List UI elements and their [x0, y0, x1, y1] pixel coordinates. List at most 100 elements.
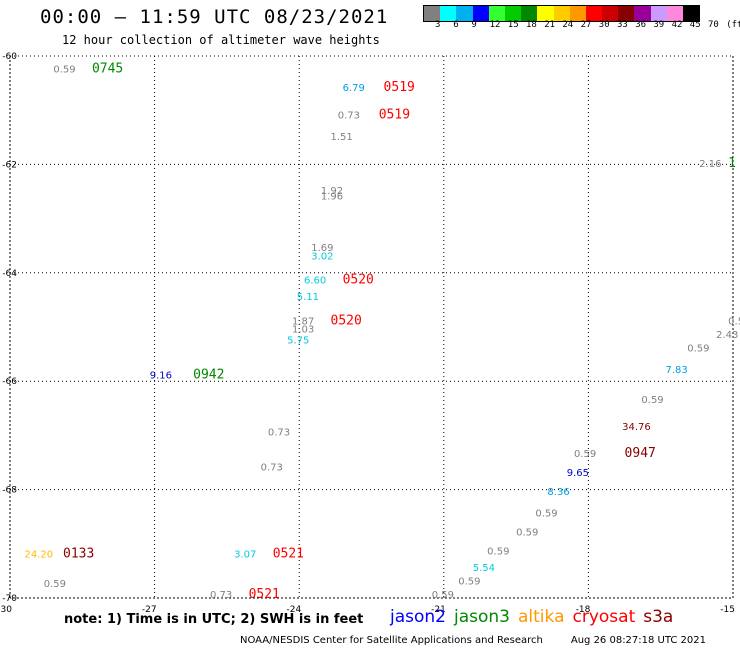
wave-height-label: 7.83	[666, 365, 688, 376]
legend-label: 27	[580, 20, 592, 30]
page-title: 00:00 – 11:59 UTC 08/23/2021	[40, 6, 389, 28]
credit-line: NOAA/NESDIS Center for Satellite Applica…	[240, 635, 706, 646]
pass-time-label: 1	[728, 156, 736, 171]
wave-height-label: 0.59	[641, 395, 663, 406]
wave-height-label: 24.20	[24, 549, 53, 560]
legend-label: 9	[471, 20, 477, 30]
wave-height-label: 0.59	[487, 547, 509, 558]
legend-swatch	[472, 6, 489, 21]
legend-label: 6	[453, 20, 459, 30]
satellite-label: jason3	[454, 607, 510, 627]
legend-label: 36	[635, 20, 647, 30]
lon-tick-label: -30	[0, 605, 12, 615]
legend-swatch	[650, 6, 667, 21]
wave-height-label: 34.76	[622, 422, 651, 433]
satellite-label: jason2	[390, 607, 446, 627]
wave-height-label: 1.87	[292, 316, 314, 327]
lat-tick-label: -66	[2, 377, 17, 387]
wave-height-label: 5.75	[287, 335, 309, 346]
legend-label: 33	[617, 20, 628, 30]
lat-tick-label: -70	[2, 594, 17, 604]
lon-tick-label: -24	[286, 605, 301, 615]
legend-swatch	[521, 6, 538, 21]
legend-swatch	[440, 6, 457, 21]
legend-label: 3	[435, 20, 441, 30]
wave-height-label: 0.73	[338, 110, 360, 121]
legend-swatch	[569, 6, 586, 21]
legend-swatch	[585, 6, 603, 21]
wave-height-label: 1.03	[292, 324, 314, 335]
generated-timestamp: Aug 26 08:27:18 UTC 2021	[570, 635, 707, 646]
pass-time-label: 0519	[384, 80, 415, 95]
wave-height-label: 0.59	[516, 528, 538, 539]
wave-height-label: 0.59	[432, 590, 454, 601]
wave-height-label: 0.59	[687, 343, 709, 354]
legend-label: 70	[708, 20, 719, 30]
wave-height-label: 1.51	[331, 132, 353, 143]
wave-height-label: 5.54	[473, 563, 495, 574]
pass-time-label: 0745	[92, 61, 123, 76]
page-subtitle: 12 hour collection of altimeter wave hei…	[62, 33, 380, 47]
legend-swatch	[553, 6, 570, 21]
wave-height-label: 0.73	[261, 463, 283, 474]
pass-time-label: 0942	[193, 367, 224, 382]
satellite-legend: jason2 jason3 altika cryosat s3a	[390, 607, 681, 627]
legend-label: 18	[526, 20, 537, 30]
legend-swatch	[666, 6, 683, 21]
wave-height-label: 5.11	[297, 292, 319, 303]
satellite-label: s3a	[643, 607, 674, 627]
satellite-label: cryosat	[572, 607, 636, 627]
pass-time-label: 0947	[625, 446, 656, 461]
wave-height-label: 0.59	[535, 509, 557, 520]
legend-label: 39	[653, 20, 665, 30]
wave-height-label: 9.16	[150, 370, 172, 381]
legend-label: 21	[544, 20, 556, 30]
wave-height-label: 9.65	[567, 468, 589, 479]
lon-tick-label: -21	[431, 605, 446, 615]
lon-tick-label: -15	[720, 605, 735, 615]
wave-height-label: 2.16	[699, 159, 721, 170]
legend-label: 45	[689, 20, 701, 30]
legend-swatch	[618, 6, 635, 21]
wave-height-label: 1.92	[321, 186, 343, 197]
credit-text: NOAA/NESDIS Center for Satellite Applica…	[240, 635, 543, 646]
lat-tick-label: -62	[2, 160, 17, 170]
wave-height-label: 1.96	[321, 192, 343, 203]
map-frame	[9, 55, 734, 599]
wave-height-label: 0.73	[210, 590, 232, 601]
wave-height-label: 6.60	[304, 276, 326, 287]
legend-label: 30	[598, 20, 610, 30]
pass-time-label: 0133	[63, 546, 94, 561]
wave-height-label: 0.59	[458, 576, 480, 587]
legend-swatch	[504, 6, 522, 21]
legend-swatch	[602, 6, 619, 21]
pass-time-label: 0521	[249, 587, 280, 602]
pass-time-label: 0519	[379, 107, 410, 122]
legend-swatch	[537, 6, 554, 21]
pass-time-label: 0520	[331, 313, 362, 328]
lon-tick-label: -18	[576, 605, 591, 615]
lat-tick-label: -68	[2, 486, 17, 496]
wave-height-label: 2.43	[716, 330, 738, 341]
legend-swatch	[634, 6, 651, 21]
lon-tick-label: -27	[142, 605, 157, 615]
wave-height-label: 3.02	[311, 251, 333, 262]
lat-tick-label: -60	[2, 52, 17, 62]
wave-height-label: 0.59	[53, 64, 75, 75]
wave-height-label: 0.59	[574, 449, 596, 460]
legend-label: (ft)	[726, 20, 740, 30]
lat-tick-label: -64	[2, 269, 17, 279]
color-legend-bar	[423, 5, 701, 22]
wave-height-label: 0.59	[44, 579, 66, 590]
legend-label: 15	[507, 20, 519, 30]
pass-time-label: 0521	[273, 546, 304, 561]
footer-note: note: 1) Time is in UTC; 2) SWH is in fe…	[64, 612, 364, 627]
pass-time-label: 0520	[343, 273, 374, 288]
wave-height-label: 1.69	[311, 243, 333, 254]
wave-height-label: 6.79	[343, 83, 365, 94]
legend-label: 42	[671, 20, 683, 30]
satellite-label: altika	[518, 607, 565, 627]
legend-swatch	[424, 6, 441, 21]
